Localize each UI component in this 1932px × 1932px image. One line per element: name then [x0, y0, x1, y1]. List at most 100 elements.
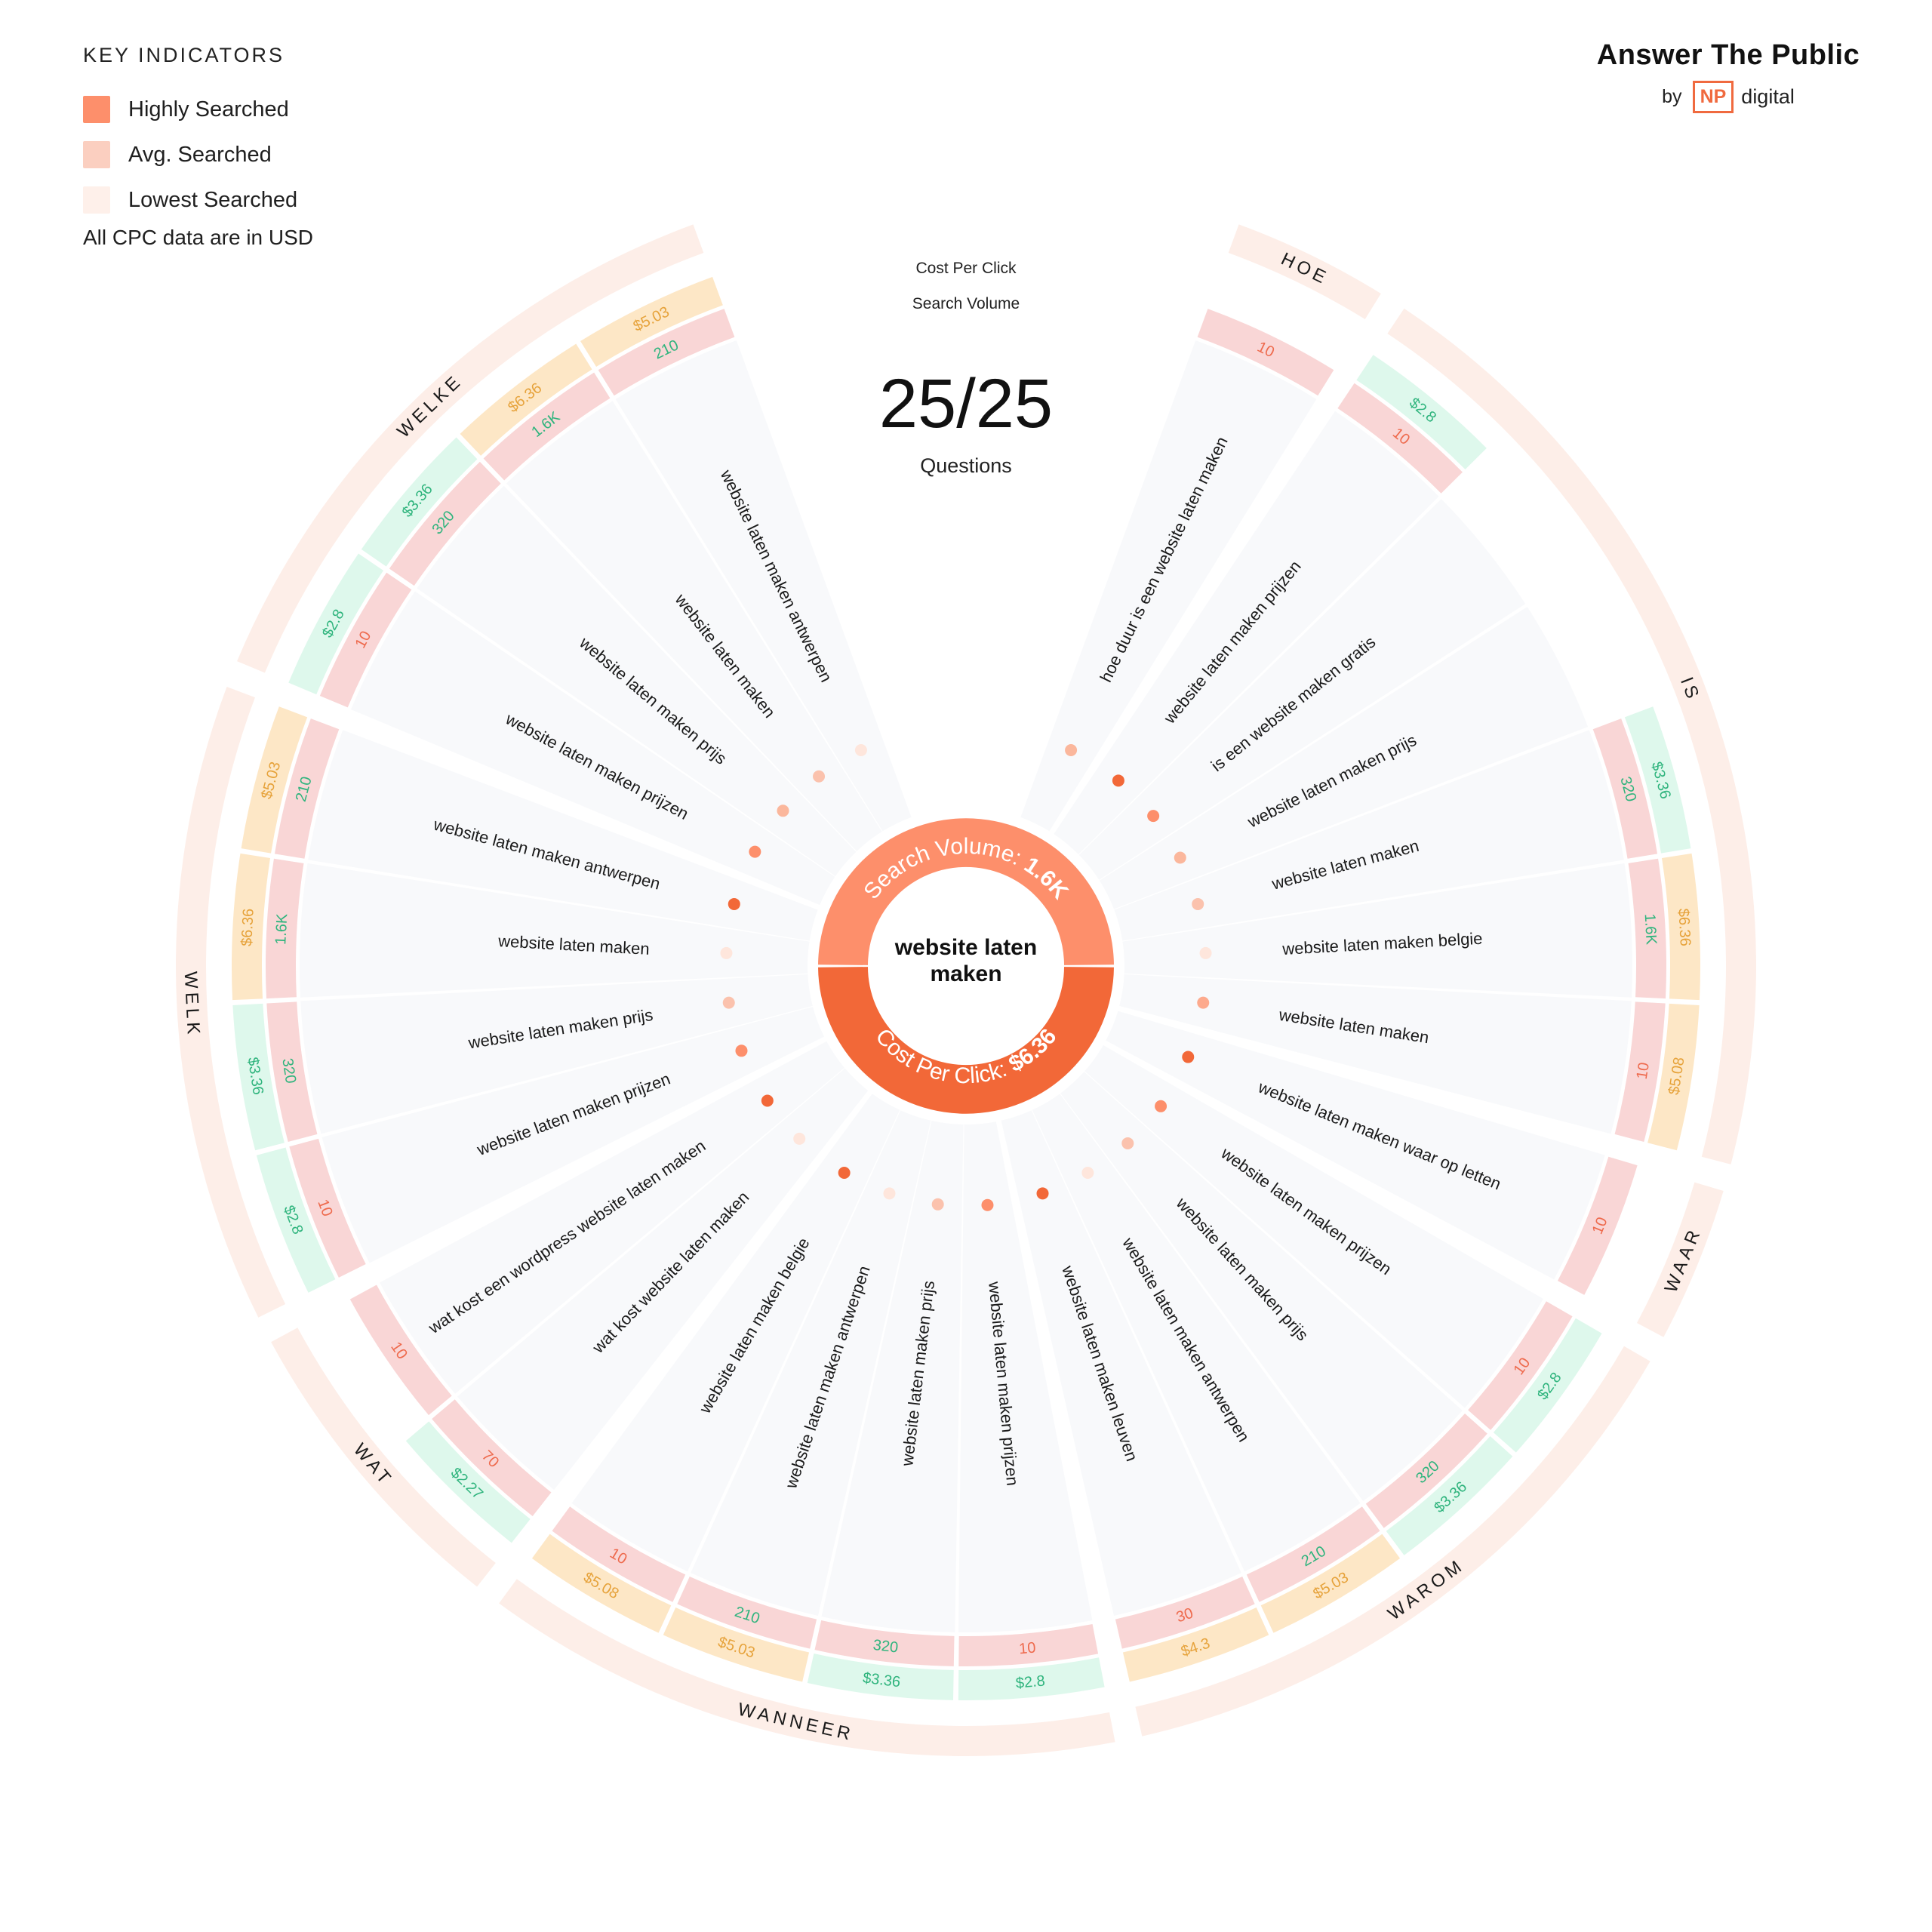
question-sector[interactable]	[457, 1068, 869, 1491]
search-volume-cell	[274, 718, 340, 859]
question-sector[interactable]	[821, 1121, 964, 1632]
search-level-dot	[1192, 897, 1204, 910]
center-keyword-line1: website laten	[894, 935, 1037, 960]
legend-swatch-high	[83, 96, 110, 123]
question-sector[interactable]	[300, 863, 810, 998]
search-volume-cell	[483, 372, 611, 481]
search-level-dot	[838, 1167, 851, 1180]
search-volume-cell	[1628, 858, 1667, 999]
search-level-dot	[1065, 744, 1078, 757]
question-sector[interactable]	[300, 974, 813, 1134]
question-sector[interactable]	[1078, 499, 1526, 880]
sector-layer	[300, 340, 1632, 1632]
cost-per-click-cell	[580, 276, 723, 367]
question-sector[interactable]	[1106, 1011, 1605, 1280]
question-sector[interactable]	[506, 401, 882, 851]
question-sector[interactable]	[1020, 340, 1317, 832]
search-level-dot	[1112, 774, 1124, 787]
search-level-dot	[1036, 1187, 1049, 1200]
legend-item-avg-searched: Avg. Searched	[83, 132, 475, 177]
group-ring-segment[interactable]	[271, 1327, 496, 1587]
question-sector[interactable]	[691, 1110, 931, 1616]
question-sector[interactable]	[417, 485, 857, 876]
question-sector[interactable]	[308, 730, 818, 941]
question-sector[interactable]	[1122, 863, 1632, 998]
cost-per-click-cell	[361, 437, 478, 567]
group-label: WANNEER	[736, 1700, 856, 1746]
question-sector[interactable]	[1054, 411, 1439, 855]
search-volume-cell	[1614, 1001, 1666, 1142]
cost-per-click-cell	[460, 343, 592, 456]
group-ring-segment[interactable]	[1135, 1346, 1651, 1737]
question-sector[interactable]	[1060, 1072, 1463, 1502]
search-level-dot	[813, 770, 826, 783]
cost-per-click-cell	[1356, 355, 1487, 470]
cost-per-click-cell	[1661, 853, 1701, 1001]
legend-swatch-avg	[83, 141, 110, 168]
legend-item-lowest-searched: Lowest Searched	[83, 177, 475, 223]
cost-per-click-cell	[241, 706, 308, 854]
search-volume-cell	[266, 1001, 318, 1142]
search-volume-cell	[319, 572, 412, 708]
key-indicators-legend: KEY INDICATORS Highly Searched Avg. Sear…	[83, 44, 475, 250]
search-level-dot	[1155, 1100, 1168, 1112]
question-sector[interactable]	[351, 591, 835, 906]
question-sector[interactable]	[571, 1094, 900, 1572]
question-sector[interactable]	[1084, 1044, 1543, 1408]
search-level-dot	[1174, 851, 1186, 864]
cost-per-click-cell	[1260, 1534, 1401, 1633]
group-label: WELKE	[393, 371, 466, 442]
cost-per-click-cell	[231, 853, 271, 1001]
cost-per-click-cell	[256, 1147, 336, 1293]
search-volume-cell	[677, 1576, 817, 1649]
group-ring-segment[interactable]	[237, 224, 704, 673]
search-volume-cell	[958, 1624, 1099, 1667]
search-volume-value: 320	[872, 1637, 900, 1657]
search-level-dot	[1197, 996, 1210, 1009]
cost-per-click-cell	[1647, 1003, 1700, 1151]
search-level-dot	[1081, 1167, 1094, 1180]
search-level-dot	[1199, 946, 1212, 959]
center-keyword-line2: maken	[930, 961, 1001, 986]
cost-per-click-cell	[663, 1607, 810, 1682]
search-volume-cell	[598, 309, 735, 396]
question-sector[interactable]	[321, 1006, 825, 1263]
search-level-dot	[883, 1187, 896, 1200]
search-volume-cell	[1246, 1506, 1380, 1602]
wheel-header: Cost Per Click Search Volume 25/25 Quest…	[879, 260, 1053, 477]
brand-by: by	[1662, 86, 1682, 107]
search-volume-cell	[552, 1506, 686, 1602]
cost-per-click-cell	[1493, 1318, 1602, 1453]
search-volume-cell	[432, 1399, 552, 1516]
question-sector[interactable]	[1001, 1110, 1241, 1616]
search-level-dot	[777, 804, 789, 817]
group-ring-segment[interactable]	[1228, 224, 1381, 320]
search-level-dot	[720, 946, 733, 959]
cost-per-click-cell	[232, 1003, 285, 1151]
search-volume-cell	[1468, 1301, 1573, 1430]
question-sector[interactable]	[1032, 1094, 1361, 1572]
brand-logo: Answer The Public by NP digital	[1570, 39, 1887, 113]
legend-swatch-low	[83, 186, 110, 214]
search-volume-cell	[265, 858, 304, 999]
group-ring-segment[interactable]	[1387, 308, 1756, 1164]
group-ring-segment[interactable]	[1637, 1182, 1724, 1337]
group-ring-segment[interactable]	[499, 1579, 1115, 1757]
brand-digital: digital	[1741, 85, 1795, 108]
question-sector[interactable]	[380, 1041, 844, 1394]
cpc-currency-note: All CPC data are in USD	[83, 226, 314, 249]
group-ring-segment[interactable]	[175, 687, 286, 1318]
question-sector[interactable]	[958, 1121, 1093, 1632]
group-label: WELK	[180, 971, 204, 1038]
question-sector[interactable]	[1119, 974, 1632, 1134]
question-count-label: Questions	[920, 454, 1012, 477]
search-volume-cell	[1115, 1576, 1255, 1649]
cost-per-click-value: $6.36	[1675, 908, 1694, 946]
center-hole	[869, 869, 1063, 1063]
search-level-dot	[931, 1198, 944, 1211]
question-sector[interactable]	[1099, 607, 1589, 909]
question-sector[interactable]	[1114, 730, 1624, 941]
cost-per-click-cell	[958, 1657, 1105, 1701]
question-sector[interactable]	[615, 340, 912, 832]
